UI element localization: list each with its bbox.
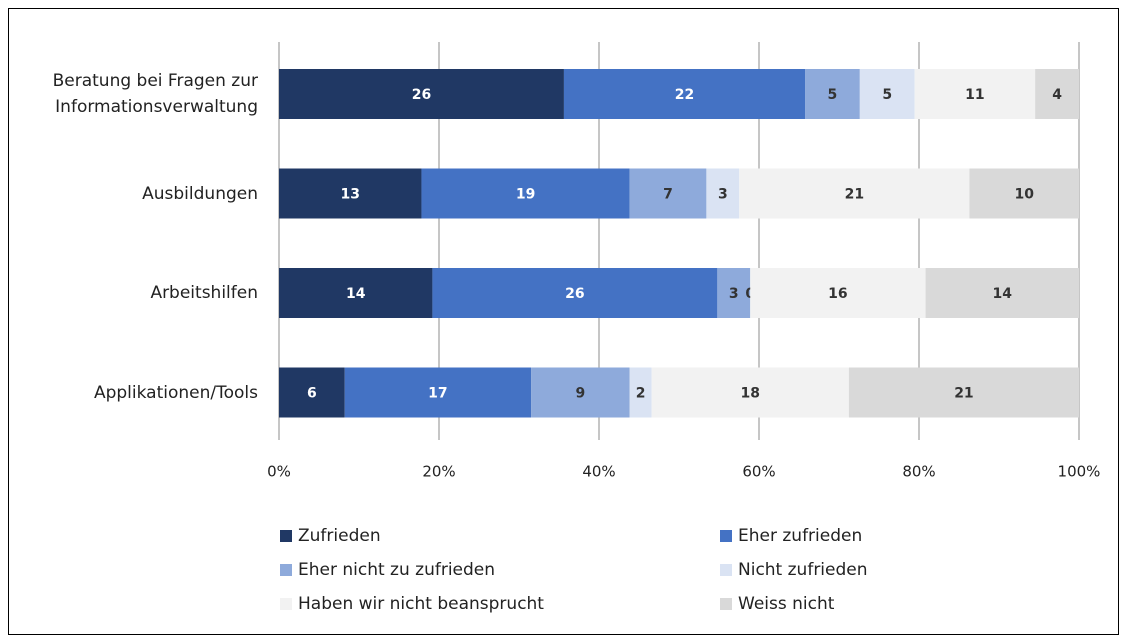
data-label: 5 [882,87,892,103]
legend-label: Weiss nicht [738,594,835,614]
legend-swatch [720,530,732,542]
bar-segment [279,168,422,219]
bar-segment [629,168,707,219]
data-label: 16 [828,286,847,302]
data-label: 3 [718,187,728,203]
data-label: 11 [965,87,984,103]
y-tick-label: Beratung bei Fragen zur Informationsverw… [52,71,258,117]
bar-segment [279,69,564,119]
data-label: 21 [845,187,864,203]
data-label: 22 [675,87,694,103]
data-label: 26 [565,286,584,302]
bar-segment [969,168,1079,219]
bar-segment [739,168,970,219]
bar-segment [805,69,860,119]
legend-swatch [280,598,292,610]
legend-swatch [280,530,292,542]
bar-segment [651,367,849,418]
data-label: 14 [346,286,366,302]
bar-segment [925,268,1079,318]
y-tick-label: Applikationen/Tools [93,382,258,403]
y-tick-label: Arbeitshilfen [150,283,258,303]
data-label: 9 [575,386,585,402]
bar-segment [717,268,751,318]
legend-label: Eher nicht zu zufrieden [298,560,495,580]
bar-segment [344,367,532,418]
bar-segment [432,268,718,318]
data-label: 21 [954,386,973,402]
data-label: 18 [740,386,759,402]
data-label: 19 [516,187,535,203]
data-label: 17 [428,386,447,402]
data-label: 5 [828,87,838,103]
data-label: 13 [340,187,359,203]
bar-segment [848,367,1079,418]
bar-segment [563,69,806,119]
bar-segment [531,367,630,418]
legend-swatch [720,598,732,610]
x-tick-label: 80% [902,463,935,481]
x-tick-label: 0% [267,463,291,481]
legend-swatch [280,564,292,576]
bar-segment [706,168,740,219]
bar-segment [629,367,652,418]
data-label: 4 [1052,87,1062,103]
data-label: 6 [307,386,317,402]
bar-segment [279,367,345,418]
legend-label: Nicht zufrieden [738,560,868,580]
legend-label: Eher zufrieden [738,526,862,546]
x-tick-label: 60% [742,463,775,481]
bar-segment [279,268,433,318]
legend-label: Zufrieden [298,526,381,546]
data-label: 3 [729,286,739,302]
x-tick-label: 100% [1058,463,1101,481]
bar-segment [750,268,926,318]
data-label: 2 [636,386,646,402]
x-tick-label: 40% [582,463,615,481]
bar-segment [1035,69,1079,119]
bar-segment [914,69,1036,119]
data-label: 14 [993,286,1013,302]
data-label: 10 [1014,187,1034,203]
bar-segment [859,69,915,119]
bar-segment [421,168,630,219]
data-label: 7 [663,187,673,203]
legend-swatch [720,564,732,576]
x-tick-label: 20% [422,463,455,481]
legend-label: Haben wir nicht beansprucht [298,594,544,614]
data-label: 26 [412,87,431,103]
y-tick-label: Ausbildungen [142,183,258,204]
